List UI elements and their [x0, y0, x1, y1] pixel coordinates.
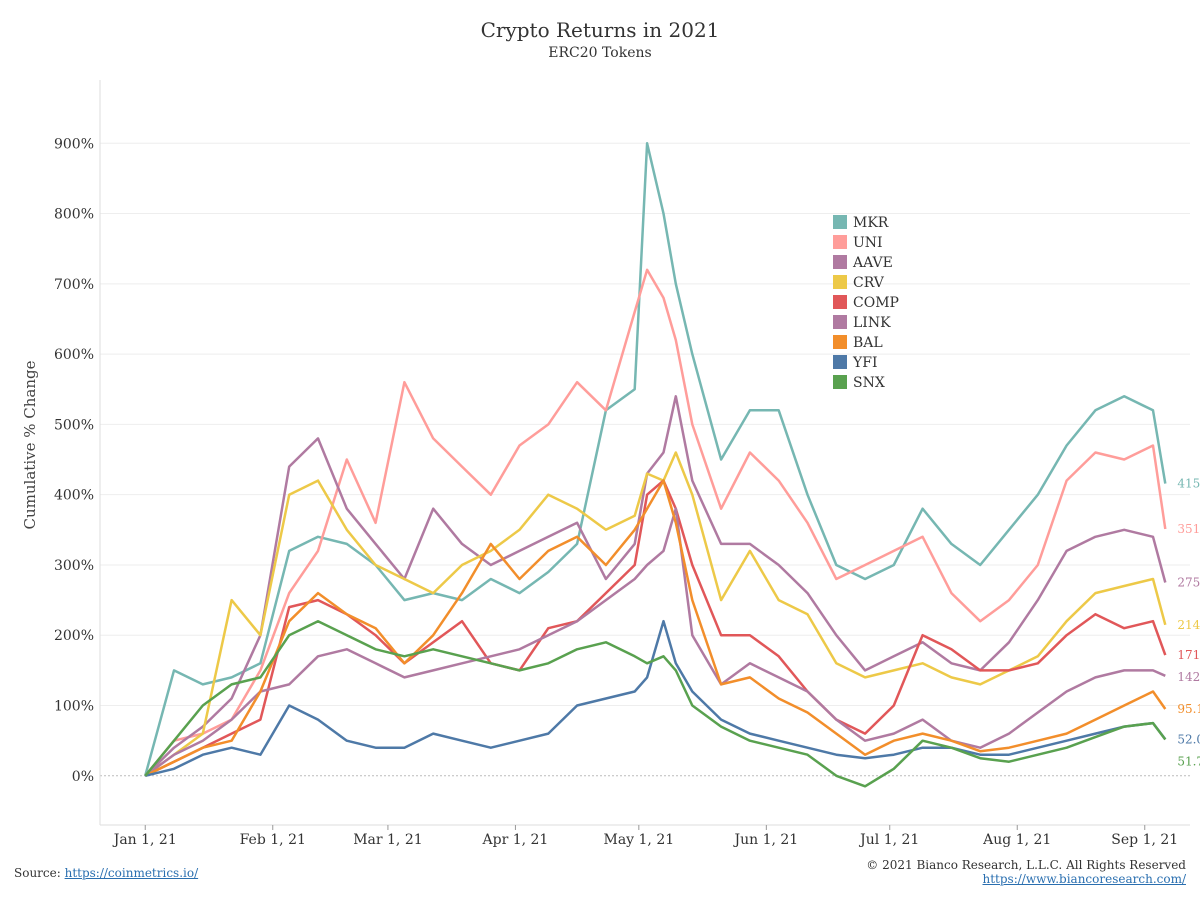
y-tick-label: 0%	[72, 769, 94, 785]
x-tick-label: Jun 1, 21	[732, 832, 798, 848]
x-axis-ticks: Jan 1, 21 Feb 1, 21 Mar 1, 21 Apr 1, 21 May …	[112, 825, 1178, 848]
end-label-mkr: 415.8%	[1177, 477, 1200, 491]
end-label-aave: 275.0%	[1177, 576, 1200, 590]
x-tick-label: Jul 1, 21	[858, 832, 919, 848]
x-tick-label: Jan 1, 21	[112, 832, 177, 848]
y-tick-label: 800%	[54, 207, 94, 223]
series-lines	[143, 142, 1167, 788]
series-line-yfi	[144, 619, 1167, 778]
series-line-uni	[144, 268, 1167, 777]
x-tick-label: Apr 1, 21	[482, 832, 549, 848]
legend-label-yfi: YFI	[852, 355, 878, 371]
x-tick-label: Feb 1, 21	[240, 832, 306, 848]
x-tick-label: Sep 1, 21	[1111, 832, 1178, 848]
legend-swatch-snx	[833, 375, 847, 389]
series-line-mkr	[143, 142, 1167, 777]
legend: MKR UNI AAVE CRV COMP LINK BAL YFI SNX	[833, 215, 899, 391]
y-axis-ticks: 0% 100% 200% 300% 400% 500% 600% 700% 800% 900%	[54, 136, 94, 785]
legend-label-crv: CRV	[853, 275, 885, 291]
source-note: Source: https://coinmetrics.io/	[14, 866, 198, 880]
series-line-aave	[144, 395, 1167, 777]
legend-swatch-bal	[833, 335, 847, 349]
legend-swatch-aave	[833, 255, 847, 269]
legend-swatch-comp	[833, 295, 847, 309]
legend-swatch-link	[833, 315, 847, 329]
x-tick-label: Aug 1, 21	[982, 832, 1051, 848]
legend-swatch-yfi	[833, 355, 847, 369]
site-link[interactable]: https://www.biancoresearch.com/	[982, 872, 1186, 886]
legend-label-mkr: MKR	[853, 215, 889, 231]
legend-swatch-uni	[833, 235, 847, 249]
legend-label-snx: SNX	[853, 375, 885, 391]
y-tick-label: 200%	[54, 628, 94, 644]
series-line-snx	[144, 619, 1167, 788]
end-label-link: 142.3%	[1177, 670, 1200, 684]
copyright-note: © 2021 Bianco Research, L.L.C. All Right…	[866, 858, 1186, 886]
y-tick-label: 900%	[54, 136, 94, 152]
copyright-text: © 2021 Bianco Research, L.L.C. All Right…	[866, 858, 1186, 872]
end-label-bal: 95.1%	[1177, 702, 1200, 716]
x-tick-label: May 1, 21	[603, 832, 674, 848]
legend-label-link: LINK	[853, 315, 891, 331]
source-link[interactable]: https://coinmetrics.io/	[64, 866, 199, 880]
legend-swatch-crv	[833, 275, 847, 289]
y-tick-label: 300%	[54, 558, 94, 574]
y-tick-label: 600%	[54, 347, 94, 363]
y-tick-label: 700%	[54, 277, 94, 293]
legend-label-uni: UNI	[853, 235, 883, 251]
end-labels: 415.8% 351.2% 275.0% 214.9% 171.8% 142.3% 95.1…	[1177, 477, 1200, 769]
legend-swatch-mkr	[833, 215, 847, 229]
y-axis-label: Cumulative % Change	[21, 360, 39, 529]
series-line-link	[144, 507, 1166, 777]
legend-label-bal: BAL	[853, 335, 883, 351]
y-tick-label: 500%	[54, 417, 94, 433]
end-label-yfi: 52.0%	[1177, 732, 1200, 746]
series-line-bal	[144, 479, 1167, 777]
chart-subtitle: ERC20 Tokens	[548, 45, 651, 61]
end-label-crv: 214.9%	[1177, 618, 1200, 632]
legend-label-aave: AAVE	[852, 255, 893, 271]
end-label-snx: 51.7%	[1177, 754, 1200, 768]
y-tick-label: 100%	[54, 699, 94, 715]
legend-label-comp: COMP	[853, 295, 899, 311]
chart-title: Crypto Returns in 2021	[481, 18, 720, 42]
end-label-uni: 351.2%	[1177, 522, 1200, 536]
end-label-comp: 171.8%	[1177, 648, 1200, 662]
source-prefix: Source:	[14, 866, 65, 880]
y-tick-label: 400%	[54, 488, 94, 504]
x-tick-label: Mar 1, 21	[353, 832, 422, 848]
